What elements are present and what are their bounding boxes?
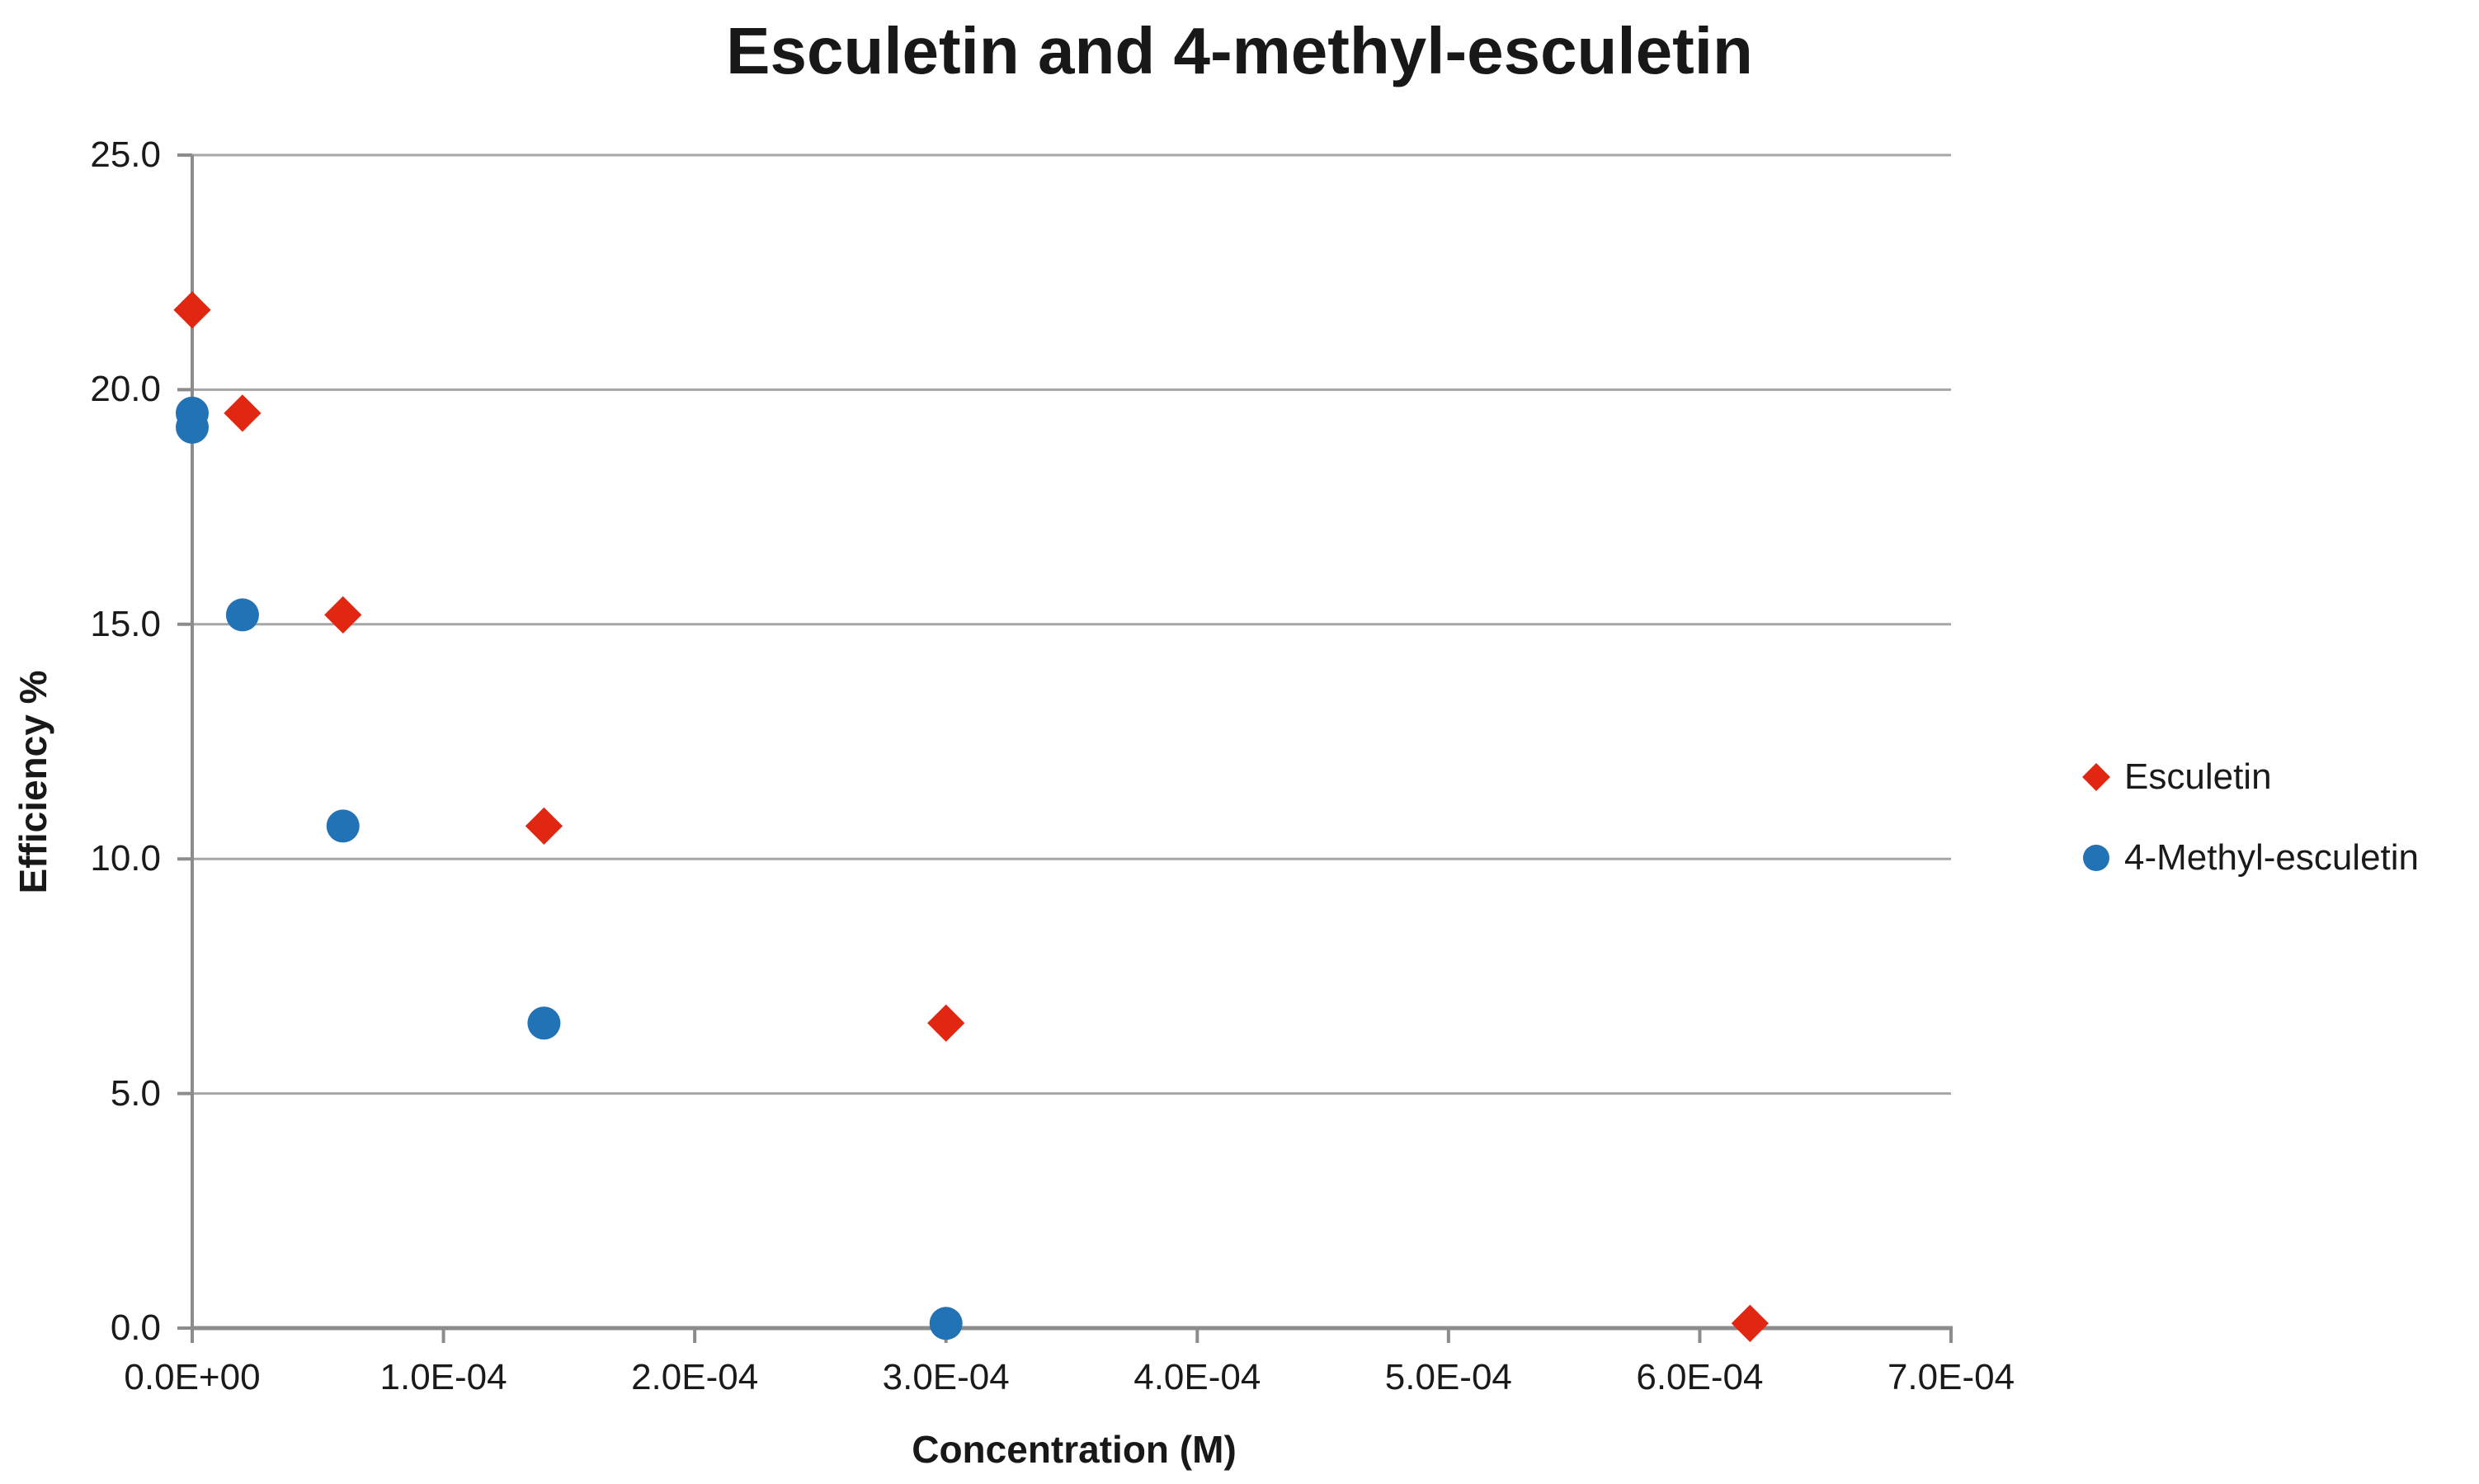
- data-point-4-methyl-esculetin: [929, 1307, 963, 1340]
- data-point-esculetin: [525, 807, 563, 846]
- y-tick-label: 0.0: [110, 1307, 161, 1348]
- y-tick-label: 5.0: [110, 1072, 161, 1114]
- data-point-4-methyl-esculetin: [225, 598, 259, 632]
- data-point-esculetin: [927, 1004, 965, 1042]
- chart-title: Esculetin and 4-methyl-esculetin: [726, 14, 1753, 87]
- legend-label: Esculetin: [2124, 756, 2272, 797]
- x-tick-label: 0.0E+00: [124, 1357, 261, 1397]
- data-point-4-methyl-esculetin: [176, 410, 209, 444]
- x-tick-label: 1.0E-04: [379, 1357, 507, 1397]
- y-tick-label: 20.0: [90, 369, 161, 410]
- legend-item: Esculetin: [2067, 737, 2419, 817]
- diamond-marker-icon: [2081, 762, 2111, 792]
- data-point-esculetin: [173, 291, 211, 329]
- x-tick-label: 6.0E-04: [1636, 1357, 1764, 1397]
- x-tick-label: 2.0E-04: [631, 1357, 759, 1397]
- x-tick-label: 4.0E-04: [1133, 1357, 1261, 1397]
- legend-item: 4-Methyl-esculetin: [2067, 817, 2419, 898]
- data-point-esculetin: [324, 596, 362, 634]
- data-point-esculetin: [224, 394, 262, 432]
- x-tick-label: 5.0E-04: [1384, 1357, 1512, 1397]
- data-point-esculetin: [1731, 1304, 1769, 1342]
- x-tick-label: 7.0E-04: [1887, 1357, 2015, 1397]
- diamond-marker-shape: [2082, 763, 2110, 791]
- legend-label: 4-Methyl-esculetin: [2124, 837, 2420, 878]
- data-point-4-methyl-esculetin: [326, 809, 360, 843]
- x-axis-title: Concentration (M): [912, 1428, 1237, 1471]
- y-tick-label: 25.0: [90, 134, 161, 175]
- x-tick-label: 3.0E-04: [882, 1357, 1010, 1397]
- circle-marker-icon: [2081, 843, 2111, 873]
- circle-marker-shape: [2083, 845, 2109, 871]
- y-tick-label: 10.0: [90, 838, 161, 879]
- legend: Esculetin 4-Methyl-esculetin: [2067, 737, 2419, 898]
- y-tick-label: 15.0: [90, 603, 161, 644]
- data-point-4-methyl-esculetin: [527, 1006, 561, 1040]
